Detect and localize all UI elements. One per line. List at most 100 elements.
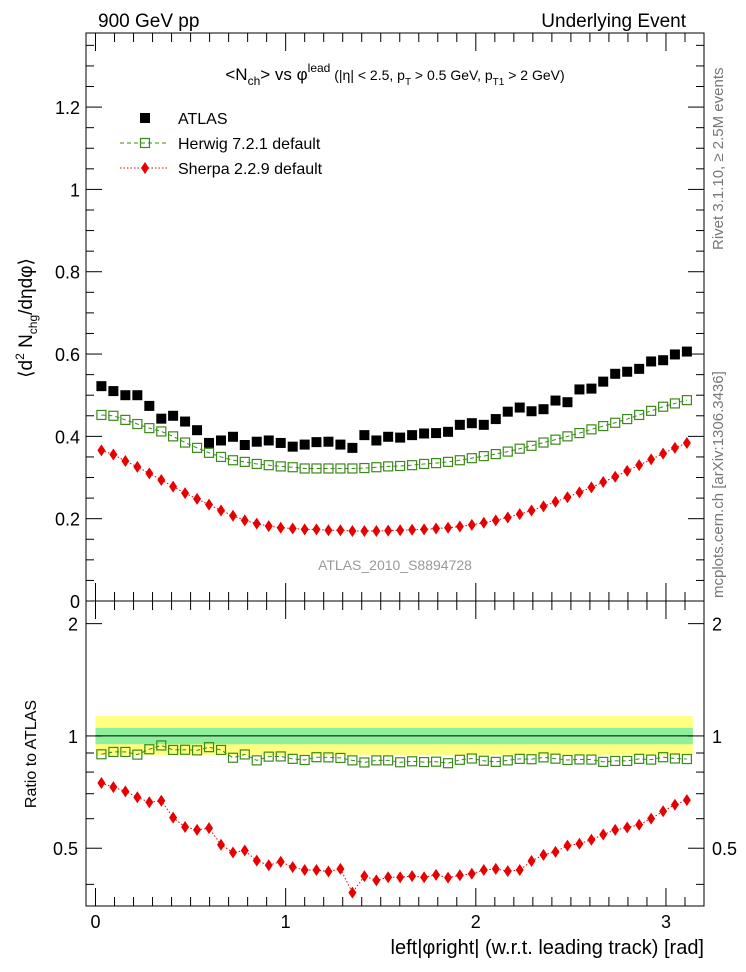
- data-point: [359, 430, 370, 441]
- ratio-data-point: [275, 751, 286, 762]
- data-point: [562, 397, 573, 408]
- ratio-data-point: [144, 744, 155, 755]
- data-point: [336, 524, 345, 537]
- ratio-data-point: [347, 755, 358, 766]
- data-point: [263, 460, 274, 471]
- ratio-data-point: [276, 855, 285, 868]
- data-point: [646, 405, 657, 416]
- data-point: [191, 442, 203, 453]
- data-point: [335, 463, 346, 474]
- data-point: [383, 431, 394, 442]
- data-point: [144, 423, 155, 434]
- ratio-data-point: [503, 865, 512, 878]
- data-point: [120, 390, 131, 401]
- data-point: [550, 395, 561, 406]
- data-point: [156, 413, 167, 424]
- data-point: [598, 376, 609, 387]
- ratio-data-point: [288, 861, 297, 874]
- ratio-data-point: [454, 754, 465, 765]
- ratio-data-point: [324, 865, 333, 878]
- data-point: [359, 462, 370, 474]
- data-point: [347, 442, 358, 453]
- ratio-data-point: [647, 812, 656, 825]
- data-point: [622, 413, 633, 425]
- ratio-data-point: [121, 785, 130, 798]
- ratio-y-tick-label: 2: [68, 615, 78, 635]
- y-tick-label: 0.8: [55, 263, 80, 283]
- ratio-data-point: [96, 749, 107, 760]
- ratio-data-point: [205, 822, 214, 835]
- ratio-data-point: [203, 742, 215, 753]
- x-tick-label: 1: [281, 912, 291, 932]
- data-point: [634, 409, 645, 421]
- data-point: [132, 390, 143, 401]
- ratio-data-point: [251, 755, 262, 766]
- ratio-data-point: [514, 753, 525, 764]
- ratio-data-point: [432, 868, 441, 881]
- ratio-data-point: [311, 752, 322, 763]
- data-point: [432, 522, 441, 535]
- ratio-data-point: [359, 757, 370, 768]
- ratio-data-point: [300, 864, 309, 877]
- data-point: [299, 463, 310, 474]
- data-point: [132, 418, 143, 430]
- ratio-data-point: [575, 837, 584, 850]
- data-point: [575, 486, 584, 499]
- data-point: [96, 409, 107, 421]
- ratio-data-point: [360, 870, 369, 883]
- legend-item: Herwig 7.2.1 default: [120, 136, 321, 153]
- data-point: [228, 509, 237, 522]
- data-point: [299, 439, 310, 450]
- data-point: [408, 523, 417, 536]
- data-point: [275, 437, 286, 448]
- ratio-ticks: 0 1 2 3 0.5 0.5 1 1 2 2: [53, 601, 737, 932]
- data-point: [681, 346, 692, 357]
- data-point: [239, 440, 250, 451]
- data-point: [227, 455, 239, 466]
- data-point: [490, 448, 501, 460]
- title-part-4: lead: [308, 61, 331, 75]
- data-point: [598, 420, 609, 432]
- legend-marker: [139, 137, 151, 149]
- ratio-data-point: [215, 744, 227, 756]
- data-point: [240, 514, 249, 527]
- data-point: [478, 419, 489, 430]
- ratio-data-point: [145, 796, 154, 809]
- data-point: [179, 437, 191, 448]
- data-point: [383, 461, 394, 472]
- data-point: [407, 430, 418, 441]
- ratio-data-point: [227, 752, 239, 763]
- data-point: [659, 447, 668, 460]
- ratio-data-point: [263, 751, 274, 762]
- data-point: [442, 456, 454, 467]
- data-point: [407, 460, 418, 471]
- title-part-1: <N: [225, 65, 247, 84]
- data-point: [275, 461, 286, 472]
- ratio-data-point: [371, 755, 382, 766]
- ratio-data-point: [527, 855, 536, 868]
- ratio-y-tick-label: 1: [68, 727, 78, 747]
- data-point: [538, 437, 549, 448]
- chart-title: <Nch> vs φlead (|η| < 2.5, pT > 0.5 GeV,…: [225, 61, 564, 88]
- ratio-data-point: [312, 864, 321, 877]
- ratio-data-point: [384, 871, 393, 884]
- title-part-2: ch: [248, 74, 261, 88]
- title-part-3: > vs φ: [260, 65, 307, 84]
- ratio-data-point: [181, 820, 190, 833]
- data-point: [287, 462, 298, 473]
- data-point: [335, 439, 346, 450]
- ratio-data-point: [120, 746, 131, 758]
- data-point: [444, 521, 453, 534]
- data-point: [611, 470, 620, 483]
- data-point: [418, 458, 430, 470]
- ratio-data-point: [635, 818, 644, 831]
- data-point: [670, 441, 679, 454]
- data-point: [215, 451, 227, 463]
- ratio-data-point: [526, 754, 537, 765]
- data-point: [466, 418, 477, 429]
- data-point: [251, 458, 262, 470]
- data-point: [287, 441, 298, 452]
- data-point: [205, 498, 214, 511]
- data-point: [396, 524, 405, 537]
